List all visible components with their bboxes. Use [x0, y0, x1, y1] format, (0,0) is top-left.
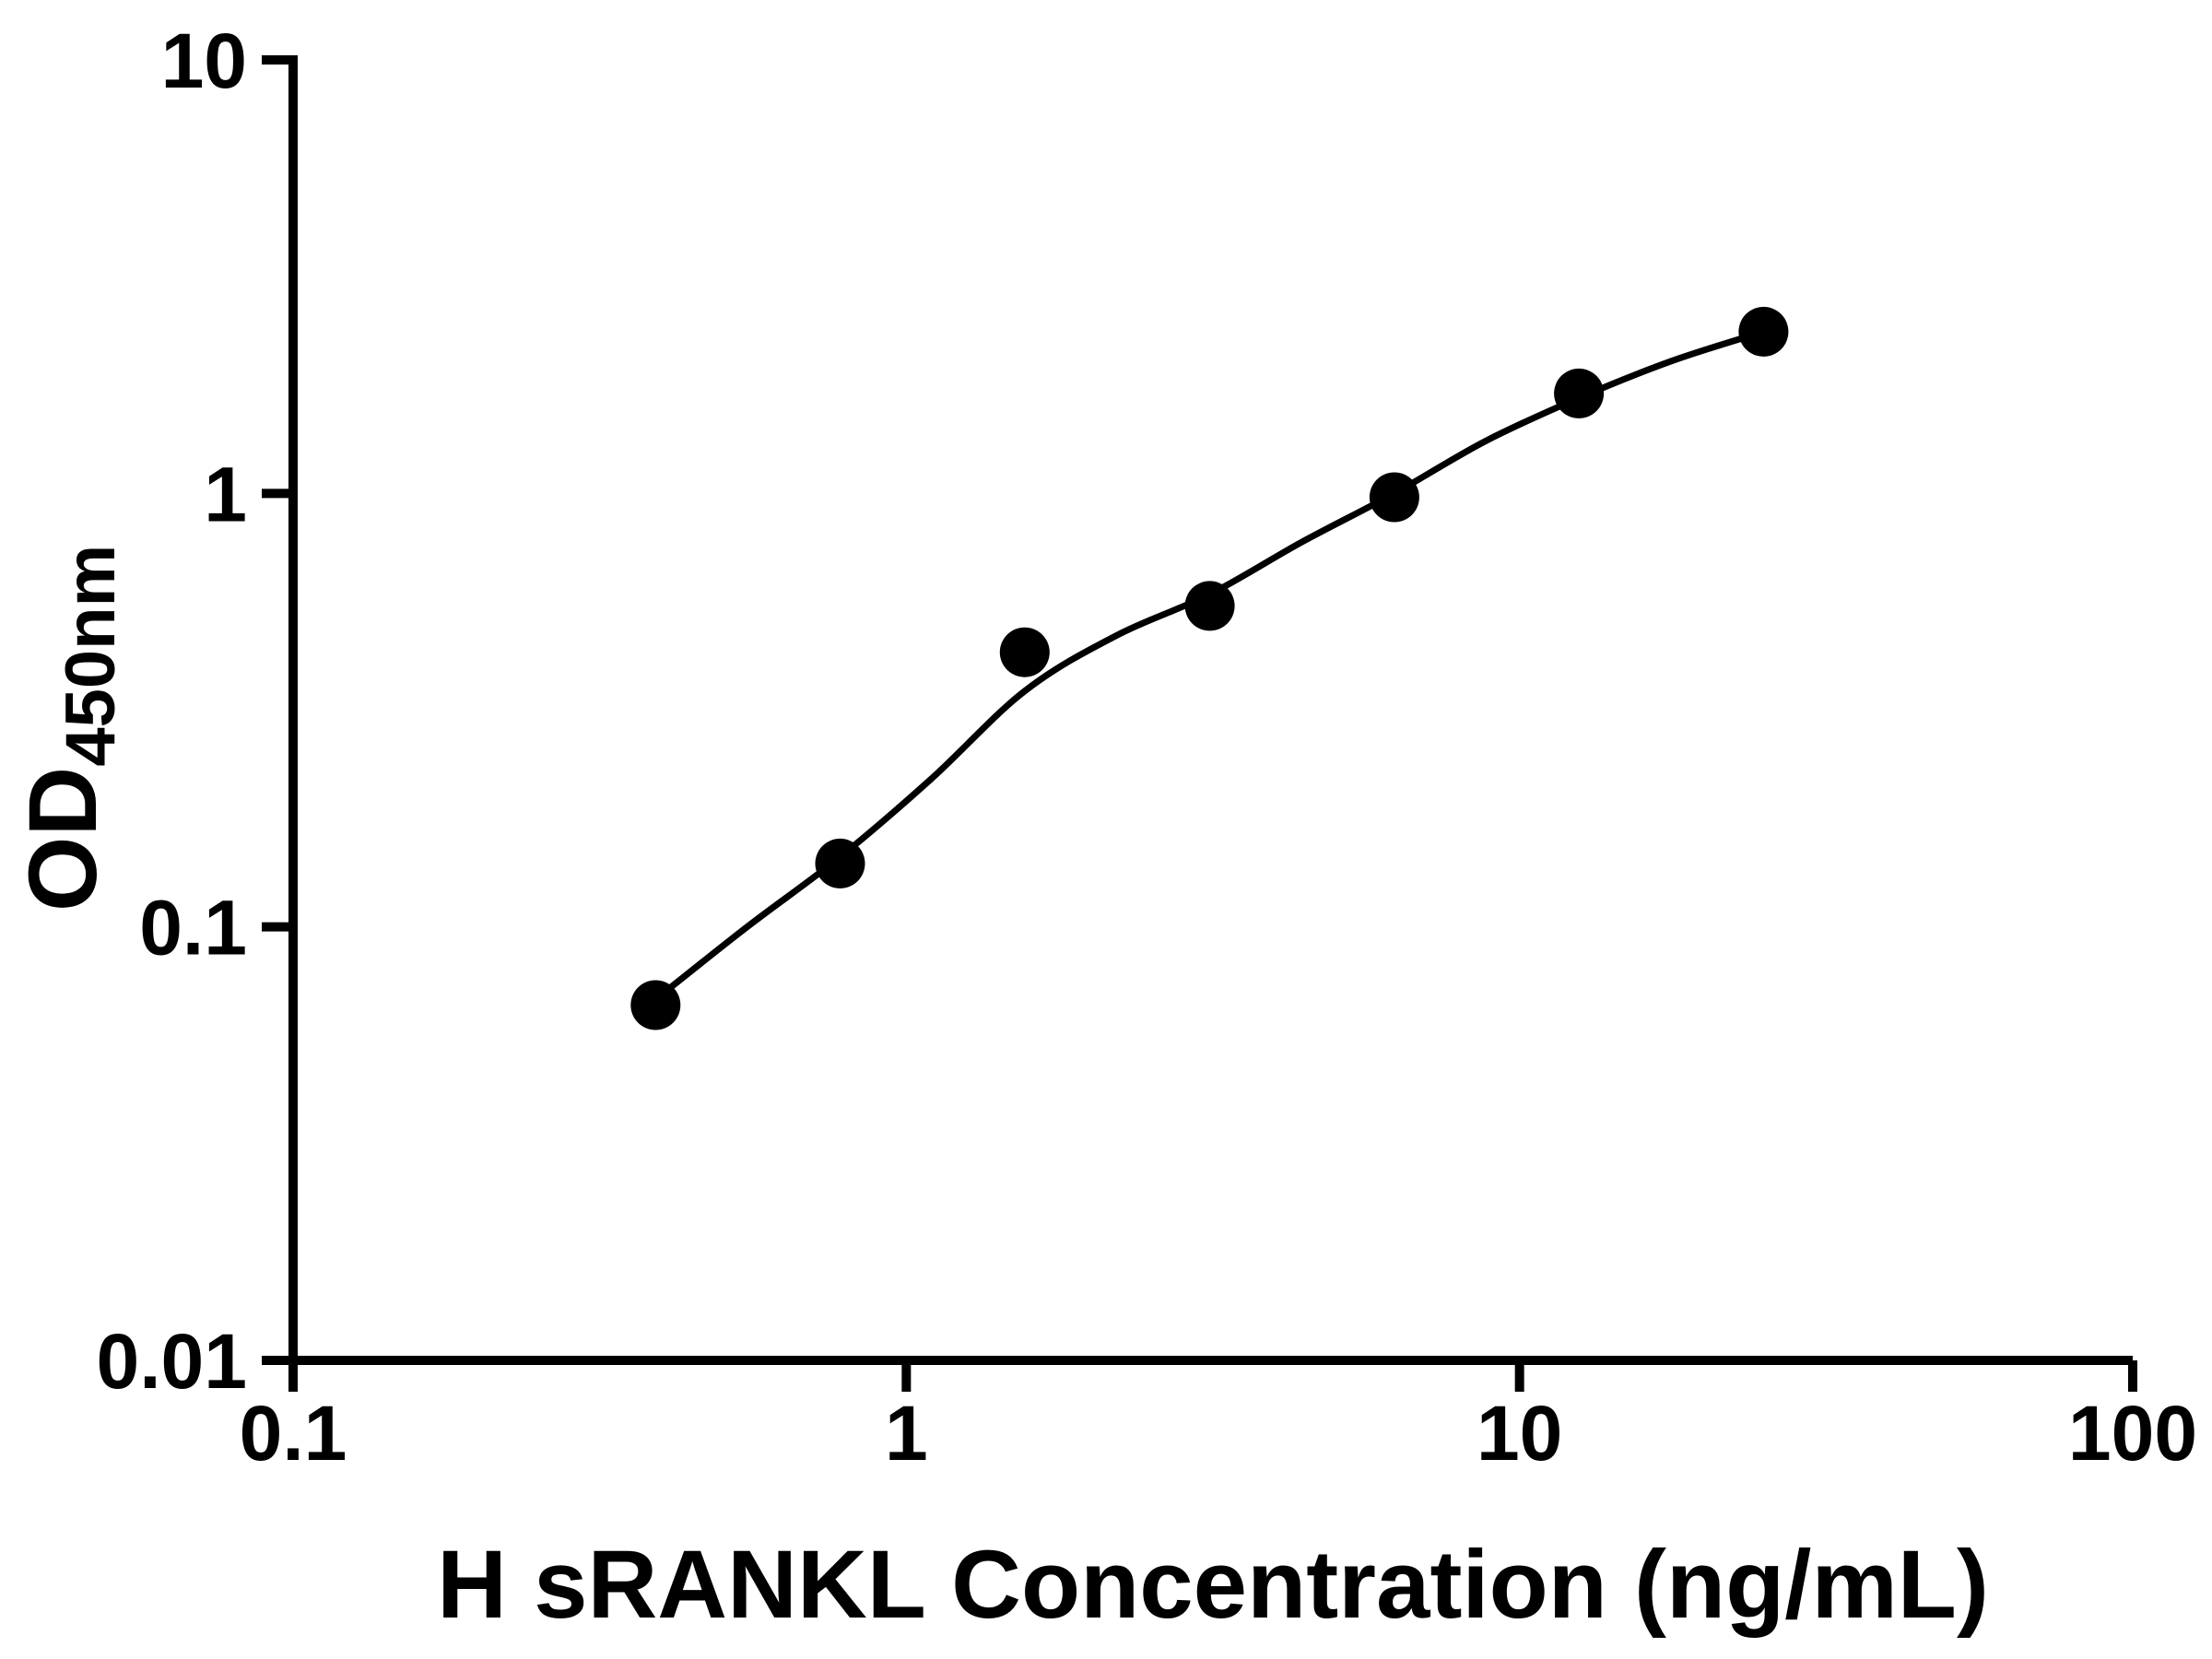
- x-tick-label: 0.1: [240, 1390, 347, 1477]
- data-point: [999, 627, 1050, 677]
- y-axis-title-sub: 450nm: [52, 545, 130, 767]
- data-point: [815, 838, 865, 888]
- ticks-layer: [262, 55, 2137, 1392]
- x-axis-title: H sRANKL Concentration (ng/mL): [437, 1531, 1989, 1639]
- y-axis-title: OD450nm: [9, 545, 130, 912]
- x-tick-label: 100: [2068, 1390, 2197, 1477]
- data-points-layer: [630, 306, 1789, 1030]
- y-tick-label: 10: [161, 18, 247, 104]
- data-point: [1369, 472, 1419, 523]
- y-tick-label: 1: [204, 451, 247, 537]
- data-point: [630, 980, 681, 1030]
- data-point: [1738, 306, 1789, 357]
- x-tick-label: 1: [885, 1390, 928, 1477]
- axes-layer: [288, 55, 2133, 1365]
- axis-lines: [288, 55, 2133, 1365]
- y-axis-title-main: OD: [9, 767, 117, 912]
- y-tick-label: 0.01: [97, 1318, 248, 1405]
- y-tick-label: 0.1: [139, 885, 247, 971]
- fit-curve-line: [652, 328, 1767, 1003]
- data-point: [1554, 368, 1605, 418]
- data-point: [1184, 581, 1235, 631]
- x-tick-label: 10: [1477, 1390, 1562, 1477]
